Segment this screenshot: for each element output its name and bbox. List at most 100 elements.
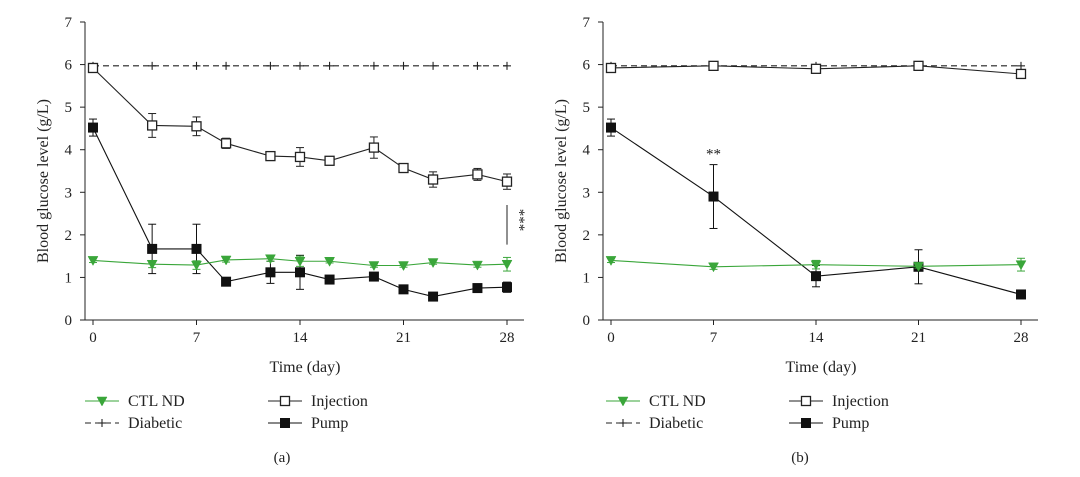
series-pump-point (428, 291, 439, 302)
series-injection-point (472, 169, 483, 180)
y-tick-label: 3 (583, 185, 591, 201)
series-pump-point (147, 243, 158, 254)
series-injection-point (191, 121, 202, 132)
series-injection-point (220, 138, 232, 149)
series-ctl-nd-point (472, 260, 483, 271)
y-tick-label: 1 (583, 270, 591, 286)
series-pump-point (88, 122, 98, 133)
series-injection-point (810, 63, 822, 74)
x-tick-label: 0 (607, 330, 615, 346)
legend-marker (619, 419, 627, 427)
y-tick-label: 3 (65, 185, 73, 201)
series-ctl-nd-point (708, 262, 719, 273)
x-axis-label: Time (day) (270, 359, 341, 376)
legend-label: Injection (311, 393, 368, 410)
series-ctl-nd-line (92, 258, 508, 267)
series-pump-line (92, 127, 508, 298)
series-injection (87, 62, 513, 190)
y-tick-label: 0 (65, 313, 73, 329)
legend-item-pump: Pump (268, 415, 348, 432)
x-tick-label: 28 (1014, 330, 1029, 346)
legend-item-injection: Injection (268, 393, 368, 410)
legend-marker (800, 395, 812, 407)
series-pump-point (324, 274, 335, 285)
series-ctl-nd-point (294, 257, 306, 267)
series-pump-point (398, 284, 409, 295)
series-ctl-nd-point (913, 262, 924, 272)
significance-annotation: ** (706, 147, 721, 163)
legend-item-ctl-nd: CTL ND (85, 393, 185, 410)
legend-label: Pump (832, 415, 869, 432)
series-injection-point (368, 142, 380, 153)
significance-annotation: *** (511, 209, 527, 232)
series-ctl-nd-point (324, 257, 335, 267)
series-diabetic-point (399, 61, 408, 70)
series-pump-point (811, 271, 821, 282)
series-diabetic-point (1017, 61, 1025, 70)
y-tick-label: 5 (65, 100, 73, 116)
series-ctl-nd-point (427, 258, 439, 269)
series-injection-point (427, 174, 439, 185)
panel-label: (a) (274, 450, 291, 466)
series-injection-point (501, 176, 513, 187)
series-diabetic-point (473, 61, 482, 70)
series-pump-point (265, 267, 276, 278)
series-diabetic-point (296, 61, 304, 70)
legend-label: Injection (832, 393, 889, 410)
series-diabetic-point (503, 61, 511, 70)
panel-label: (b) (791, 450, 809, 466)
legend-marker (98, 419, 106, 427)
series-ctl-nd (605, 256, 1027, 273)
series-pump-point (502, 282, 512, 293)
series-pump-point (295, 267, 305, 278)
series-ctl-nd-point (265, 254, 276, 265)
series-ctl-nd-point (368, 261, 380, 272)
x-tick-label: 7 (710, 330, 718, 346)
y-tick-label: 2 (583, 228, 591, 244)
y-tick-label: 6 (65, 58, 73, 74)
y-axis-label: Blood glucose level (g/L) (553, 99, 570, 263)
panel-a: 0 1 2 3 4 5 6 7 0 7 14 21 28 Time (day) Blood glucose … (35, 15, 527, 466)
series-pump-point (1016, 289, 1026, 300)
legend-marker (801, 418, 811, 428)
series-injection-point (146, 120, 158, 131)
legend-marker (96, 396, 108, 407)
legend-label: Diabetic (649, 415, 703, 432)
series-diabetic-point (429, 61, 438, 70)
series-diabetic-point (266, 61, 275, 70)
legend-item-ctl-nd: CTL ND (606, 393, 706, 410)
series-ctl-nd-point (605, 256, 617, 266)
y-tick-label: 7 (65, 15, 73, 31)
series-injection-point (265, 150, 276, 162)
legend-item-diabetic: Diabetic (85, 415, 182, 432)
legend-item-diabetic: Diabetic (606, 415, 703, 432)
series-pump-point (472, 283, 483, 294)
series-ctl-nd-point (810, 260, 822, 271)
y-tick-label: 5 (583, 100, 591, 116)
x-tick-label: 14 (809, 330, 825, 346)
panel-b: 0 1 2 3 4 5 6 7 0 7 14 21 28 Time (day) Blood glucose … (553, 15, 1038, 466)
series-ctl-nd-point (87, 256, 99, 266)
series-diabetic-point (222, 61, 231, 70)
series-ctl-nd-point (146, 259, 158, 270)
series-pump-point (708, 191, 719, 202)
series-pump-point (606, 122, 616, 133)
y-tick-label: 2 (65, 228, 73, 244)
legend-item-pump: Pump (789, 415, 869, 432)
series-injection-point (708, 60, 719, 71)
y-tick-label: 6 (583, 58, 591, 74)
y-tick-label: 7 (583, 15, 591, 31)
legend-label: Diabetic (128, 415, 182, 432)
legend-marker (617, 396, 629, 407)
series-injection-point (87, 62, 99, 74)
series-injection-point (1015, 68, 1027, 80)
x-tick-label: 28 (500, 330, 515, 346)
series-injection-point (324, 155, 335, 166)
series-ctl-nd-point (1015, 260, 1027, 271)
x-tick-label: 21 (911, 330, 926, 346)
y-tick-label: 1 (65, 270, 73, 286)
legend-label: CTL ND (128, 393, 185, 410)
y-axis-label: Blood glucose level (g/L) (35, 99, 52, 263)
